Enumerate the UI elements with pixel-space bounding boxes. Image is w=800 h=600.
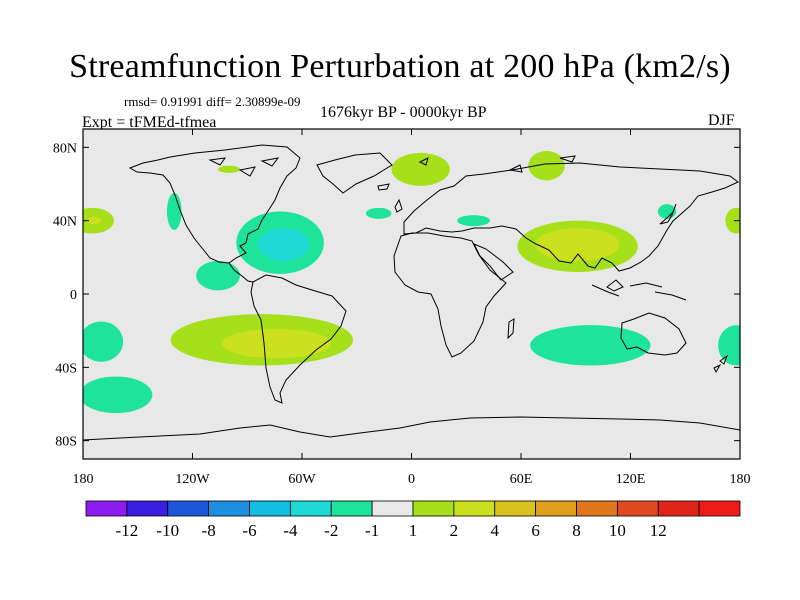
- chart-title: Streamfunction Perturbation at 200 hPa (…: [69, 48, 731, 85]
- coast-south-america: [250, 274, 347, 404]
- colorbar-swatch: [494, 500, 537, 517]
- coast-svalbard: [418, 157, 429, 166]
- colorbar-label: -8: [202, 521, 216, 540]
- colorbar-swatch: [576, 500, 618, 517]
- colorbar-label: -4: [283, 521, 298, 540]
- period-label: 1676kyr BP - 0000kyr BP: [320, 104, 487, 121]
- anomaly-region-12: [86, 217, 102, 225]
- x-tick-label: 180: [730, 472, 751, 487]
- y-tick-label: 80S: [55, 435, 77, 450]
- x-tick-label: 180: [73, 472, 94, 487]
- coast-iceland: [377, 183, 390, 191]
- x-tick-label: 0: [408, 472, 415, 487]
- anomaly-region-19: [725, 207, 740, 234]
- coast-australia: [620, 312, 687, 356]
- coast-africa: [393, 232, 507, 358]
- coast-antarctica: [83, 416, 740, 441]
- colorbar-swatch: [330, 500, 373, 517]
- coast-arctic-islands: [208, 155, 576, 177]
- x-tick-label: 120E: [616, 472, 646, 487]
- y-tick-label: 40N: [53, 215, 77, 230]
- anomaly-region-3: [365, 207, 392, 219]
- anomaly-region-21: [166, 193, 182, 230]
- colorbar-swatch: [616, 500, 659, 517]
- coast-new-zealand: [713, 354, 729, 374]
- colorbar-label: -1: [365, 521, 379, 540]
- colorbar-label: -10: [156, 521, 179, 540]
- colorbar-swatch: [289, 500, 332, 517]
- colorbar-swatch: [412, 500, 455, 517]
- anomaly-region-14: [221, 328, 332, 359]
- colorbar-label: -6: [242, 521, 256, 540]
- anomaly-region-10: [457, 215, 490, 227]
- colorbar-swatch: [167, 500, 210, 517]
- coast-eurasia: [403, 162, 739, 272]
- stats-text: rmsd= 0.91991 diff= 2.30899e-09: [124, 94, 301, 109]
- axes: 180 120W 60W 0 60E 120E 180 80N 40N 0 40S 80S: [53, 129, 751, 487]
- colorbar-label: 2: [450, 521, 459, 540]
- colorbar-label: 10: [609, 521, 626, 540]
- y-tick-label: 0: [70, 288, 77, 303]
- coast-japan: [659, 203, 677, 225]
- colorbar-label: 4: [491, 521, 500, 540]
- anomaly-region-2: [528, 151, 565, 181]
- x-tick-label: 60W: [288, 472, 316, 487]
- anomaly-region-9: [535, 228, 620, 261]
- y-tick-label: 40S: [55, 361, 77, 376]
- x-tick-label: 120W: [175, 472, 210, 487]
- coast-north-america: [128, 144, 301, 264]
- anomaly-region-7: [196, 261, 240, 291]
- anomaly-region-6: [258, 228, 310, 261]
- colorbar-label: -12: [116, 521, 139, 540]
- anomaly-region-4: [218, 165, 240, 173]
- coast-arabia: [472, 243, 514, 281]
- colorbar-label: 1: [409, 521, 418, 540]
- y-tick-label: 80N: [53, 141, 77, 156]
- colorbar-swatch: [453, 500, 496, 517]
- colorbar-swatch: [208, 500, 250, 517]
- season-label: DJF: [708, 112, 735, 129]
- colorbar-swatch: [535, 500, 577, 517]
- colorbar-swatch: [85, 500, 128, 517]
- anomaly-layer: [83, 151, 740, 414]
- coast-maritime-asia: [591, 279, 687, 301]
- colorbar-swatch: [371, 500, 414, 517]
- experiment-label: Expt = tFMEd-tfmea: [82, 114, 217, 131]
- colorbar: -12 -10 -8 -6 -4 -2 -1 1 2 4 6 8 10 12: [85, 500, 741, 540]
- coast-uk: [394, 198, 403, 213]
- anomaly-region-1: [391, 152, 450, 186]
- coast-central-america: [228, 262, 254, 283]
- colorbar-swatch: [249, 500, 291, 517]
- colorbar-label: 12: [650, 521, 667, 540]
- colorbar-label: 8: [572, 521, 581, 540]
- coastlines: [83, 144, 740, 441]
- coast-madagascar: [507, 318, 515, 340]
- anomaly-region-16: [83, 321, 124, 362]
- colorbar-label: -2: [324, 521, 338, 540]
- colorbar-swatch: [126, 500, 169, 517]
- anomaly-region-15: [530, 325, 651, 366]
- colorbar-swatch: [657, 500, 700, 517]
- coast-greenland: [316, 152, 393, 194]
- anomaly-region-17: [83, 376, 153, 414]
- colorbar-label: 6: [531, 521, 540, 540]
- anomaly-region-18: [718, 325, 740, 366]
- x-tick-label: 60E: [510, 472, 533, 487]
- colorbar-swatch: [698, 500, 741, 517]
